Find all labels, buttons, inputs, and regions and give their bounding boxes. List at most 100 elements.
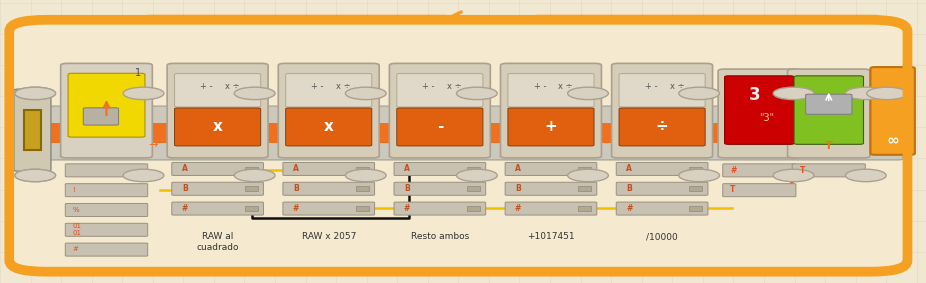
Text: T: T (730, 185, 735, 194)
Circle shape (679, 87, 720, 100)
Text: A: A (626, 164, 632, 173)
Text: 01
01: 01 01 (73, 223, 81, 236)
Text: x: x (213, 119, 222, 134)
Text: + -: + - (200, 82, 213, 91)
Text: x ÷: x ÷ (225, 82, 240, 91)
Text: T: T (800, 166, 805, 175)
Text: ÷: ÷ (656, 119, 669, 134)
FancyBboxPatch shape (795, 76, 864, 144)
Text: + -: + - (311, 82, 324, 91)
Circle shape (15, 169, 56, 182)
Text: #: # (730, 166, 736, 175)
Text: Resto ambos: Resto ambos (411, 232, 469, 241)
Bar (356, 186, 369, 191)
FancyBboxPatch shape (793, 164, 865, 177)
Text: #: # (181, 204, 188, 213)
FancyBboxPatch shape (394, 162, 485, 175)
Text: 3: 3 (749, 86, 760, 104)
FancyBboxPatch shape (278, 63, 380, 158)
FancyBboxPatch shape (506, 202, 597, 215)
Circle shape (457, 169, 497, 182)
Text: /10000: /10000 (646, 232, 678, 241)
Text: A: A (293, 164, 299, 173)
Text: x: x (324, 119, 333, 134)
FancyBboxPatch shape (617, 182, 707, 195)
Bar (689, 186, 703, 191)
Text: B: B (515, 184, 521, 193)
Circle shape (568, 87, 608, 100)
Bar (578, 206, 592, 211)
Circle shape (457, 87, 497, 100)
FancyBboxPatch shape (168, 63, 269, 158)
Bar (578, 167, 592, 171)
Circle shape (345, 169, 386, 182)
FancyBboxPatch shape (394, 202, 485, 215)
Bar (467, 206, 480, 211)
Bar (467, 167, 480, 171)
Text: ∞: ∞ (886, 132, 899, 148)
FancyBboxPatch shape (506, 182, 597, 195)
FancyBboxPatch shape (14, 89, 51, 171)
FancyBboxPatch shape (617, 162, 707, 175)
Circle shape (845, 169, 886, 182)
FancyBboxPatch shape (394, 182, 485, 195)
FancyBboxPatch shape (65, 164, 148, 177)
Text: →: → (148, 140, 158, 150)
Text: T: T (825, 141, 832, 151)
Circle shape (773, 169, 814, 182)
Text: -: - (437, 119, 443, 134)
Text: B: B (404, 184, 410, 193)
FancyBboxPatch shape (283, 182, 374, 195)
FancyBboxPatch shape (870, 67, 915, 155)
FancyBboxPatch shape (172, 202, 264, 215)
Circle shape (867, 87, 907, 100)
FancyBboxPatch shape (500, 63, 602, 158)
FancyBboxPatch shape (61, 63, 152, 158)
Circle shape (773, 87, 814, 100)
Text: RAW al
cuadrado: RAW al cuadrado (196, 232, 239, 252)
FancyBboxPatch shape (617, 202, 707, 215)
Text: "3": "3" (759, 113, 774, 123)
Text: + -: + - (422, 82, 435, 91)
Text: B: B (181, 184, 188, 193)
Bar (28, 123, 898, 143)
Text: A: A (404, 164, 410, 173)
Bar (689, 167, 703, 171)
Text: x ÷: x ÷ (336, 82, 351, 91)
Bar (244, 206, 257, 211)
Text: !: ! (73, 187, 76, 193)
FancyBboxPatch shape (83, 108, 119, 125)
Text: +: + (544, 119, 557, 134)
Text: %: % (73, 207, 80, 213)
FancyBboxPatch shape (397, 74, 483, 107)
FancyBboxPatch shape (65, 184, 148, 197)
FancyBboxPatch shape (611, 63, 713, 158)
Text: #: # (515, 204, 521, 213)
Circle shape (679, 169, 720, 182)
FancyBboxPatch shape (285, 74, 372, 107)
FancyBboxPatch shape (23, 106, 903, 160)
FancyBboxPatch shape (283, 202, 374, 215)
FancyBboxPatch shape (397, 108, 483, 146)
Bar (467, 186, 480, 191)
Text: #: # (293, 204, 299, 213)
FancyBboxPatch shape (283, 162, 374, 175)
Text: 1: 1 (135, 68, 142, 78)
Text: #: # (404, 204, 410, 213)
FancyBboxPatch shape (65, 223, 148, 236)
Text: x ÷: x ÷ (558, 82, 573, 91)
Bar (689, 206, 703, 211)
FancyBboxPatch shape (174, 74, 261, 107)
FancyBboxPatch shape (787, 69, 870, 158)
FancyBboxPatch shape (69, 73, 145, 137)
FancyBboxPatch shape (389, 63, 491, 158)
Text: B: B (293, 184, 299, 193)
Bar (24, 110, 41, 150)
FancyBboxPatch shape (507, 74, 594, 107)
Circle shape (568, 169, 608, 182)
FancyBboxPatch shape (174, 108, 261, 146)
FancyBboxPatch shape (719, 69, 800, 158)
FancyBboxPatch shape (172, 162, 264, 175)
FancyBboxPatch shape (507, 108, 594, 146)
Text: x ÷: x ÷ (447, 82, 462, 91)
